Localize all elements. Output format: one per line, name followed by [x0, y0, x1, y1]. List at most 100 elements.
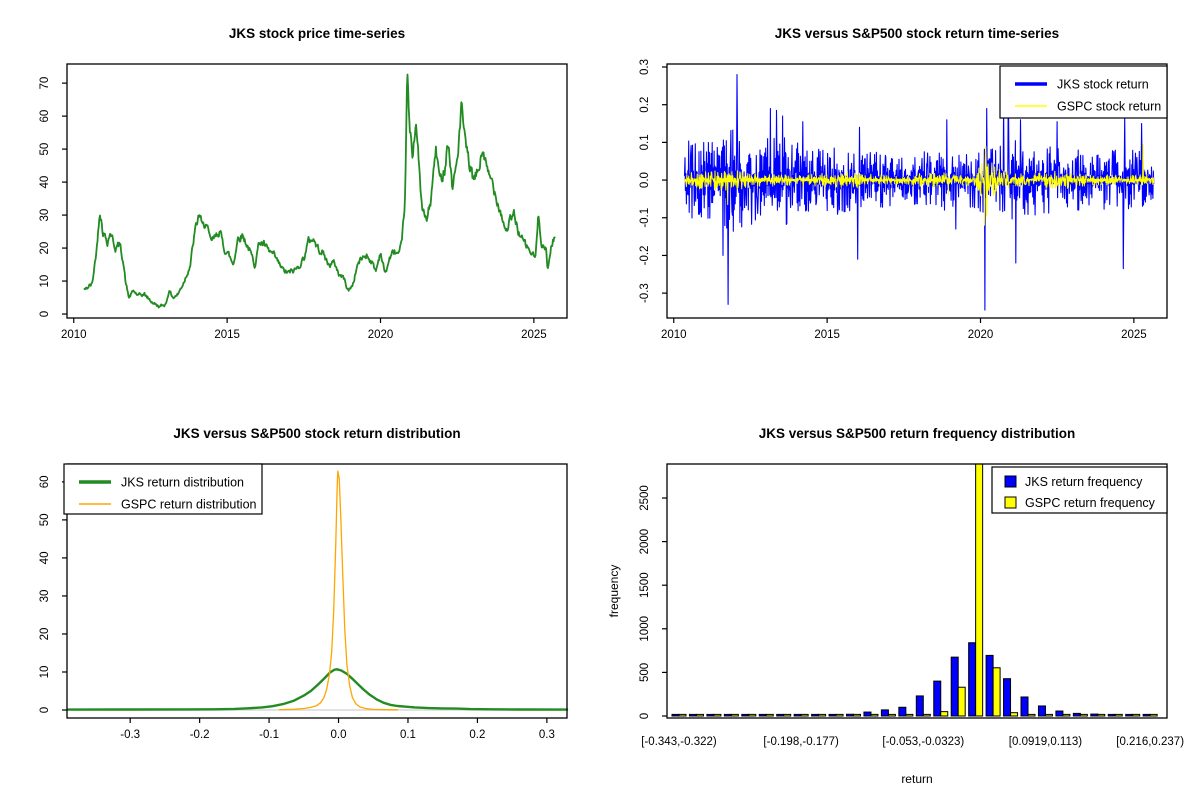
x-tick-label: 2025 — [1121, 329, 1147, 341]
x-tick-label: 2015 — [814, 329, 840, 341]
chart-title: JKS versus S&P500 stock return distribut… — [173, 426, 460, 441]
jks-frequency-bar — [950, 656, 959, 717]
gspc-frequency-bar — [1062, 713, 1071, 717]
gspc-frequency-bar — [905, 713, 914, 717]
jks-frequency-bar — [688, 713, 697, 717]
jks-frequency-bar — [898, 706, 907, 717]
panel-histogram-chart: JKS versus S&P500 return frequency distr… — [600, 400, 1200, 800]
gspc-frequency-bar — [1044, 713, 1053, 717]
jks-frequency-bar — [758, 713, 767, 717]
y-tick-label: 2000 — [639, 529, 651, 555]
gspc-frequency-bar — [1027, 713, 1036, 717]
jks-frequency-bar — [1142, 713, 1151, 717]
y-tick-label: 0.1 — [639, 134, 651, 150]
x-tick-label: 2025 — [521, 329, 547, 341]
density-chart: JKS versus S&P500 stock return distribut… — [39, 426, 569, 741]
y-tick-label: 50 — [39, 513, 51, 526]
jks-frequency-bar — [1125, 713, 1134, 717]
y-tick-label: 40 — [39, 552, 51, 565]
panel-density-chart: JKS versus S&P500 stock return distribut… — [0, 400, 600, 800]
y-tick-label: 0.3 — [639, 59, 651, 75]
gspc-frequency-bar — [730, 713, 739, 717]
legend-swatch — [1004, 496, 1017, 509]
x-tick-label: -0.2 — [190, 729, 210, 741]
legend-label: JKS return frequency — [1025, 475, 1143, 489]
gspc-frequency-bar — [1010, 712, 1019, 717]
legend-swatch — [1004, 475, 1017, 488]
jks-frequency-bar — [828, 713, 837, 717]
y-tick-label: -0.2 — [639, 246, 651, 266]
panel-returns-chart: JKS versus S&P500 stock return time-seri… — [600, 0, 1200, 400]
jks-frequency-bar — [933, 680, 942, 717]
jks-frequency-bar — [1003, 678, 1012, 717]
jks-frequency-bar — [1107, 713, 1116, 717]
legend-box — [991, 466, 1168, 514]
gspc-frequency-bar — [678, 713, 687, 717]
plot-box — [66, 63, 568, 319]
y-tick-label: 500 — [639, 663, 651, 682]
gspc-density-curve — [278, 470, 399, 711]
gspc-frequency-bar — [1079, 713, 1088, 717]
bin-label: [-0.343,-0.322) — [641, 736, 717, 748]
x-tick-label: -0.1 — [259, 729, 279, 741]
y-tick-label: 30 — [39, 209, 51, 222]
jks-frequency-bar — [776, 713, 785, 717]
y-tick-label: 10 — [39, 666, 51, 679]
jks-frequency-bar — [968, 642, 977, 717]
gspc-frequency-bar — [1097, 713, 1106, 717]
y-tick-label: 10 — [39, 275, 51, 288]
jks-frequency-bar — [671, 713, 680, 717]
gspc-frequency-bar — [818, 713, 827, 717]
y-tick-label: 1500 — [639, 572, 651, 598]
y-tick-label: -0.1 — [639, 208, 651, 228]
y-tick-label: 50 — [39, 143, 51, 156]
gspc-frequency-bar — [835, 713, 844, 717]
legend-label: JKS return distribution — [121, 476, 244, 490]
legend-label: JKS stock return — [1057, 78, 1149, 92]
jks-frequency-bar — [1090, 713, 1099, 717]
x-axis-title: return — [901, 772, 932, 786]
jks-frequency-bar — [846, 713, 854, 717]
x-tick-label: 0.3 — [539, 729, 555, 741]
gspc-frequency-bar — [695, 713, 704, 717]
gspc-frequency-bar — [957, 686, 966, 717]
y-tick-label: 0 — [39, 707, 51, 713]
gspc-frequency-bar — [870, 713, 879, 717]
x-tick-label: 2020 — [368, 329, 394, 341]
bin-label: [-0.198,-0.177) — [763, 736, 839, 748]
gspc-frequency-bar — [765, 713, 774, 717]
legend-label: GSPC return frequency — [1025, 496, 1156, 510]
x-tick-label: 2010 — [61, 329, 87, 341]
x-tick-label: 0.2 — [469, 729, 485, 741]
y-tick-label: 20 — [39, 628, 51, 641]
gspc-frequency-bar — [800, 713, 809, 717]
jks-frequency-bar — [1037, 705, 1046, 717]
gspc-frequency-bar — [783, 713, 792, 717]
x-tick-label: 0.0 — [331, 729, 347, 741]
gspc-frequency-bar — [992, 667, 1001, 717]
jks-frequency-bar — [706, 713, 715, 717]
jks-frequency-bar — [863, 711, 872, 717]
gspc-frequency-bar — [940, 711, 949, 717]
chart-title: JKS versus S&P500 stock return time-seri… — [775, 26, 1059, 41]
y-tick-label: 0.0 — [639, 172, 651, 188]
legend-label: GSPC stock return — [1057, 100, 1161, 114]
y-tick-label: 2500 — [639, 485, 651, 511]
jks-frequency-bar — [1020, 696, 1029, 717]
gspc-frequency-bar — [922, 713, 931, 717]
y-tick-label: 70 — [39, 77, 51, 90]
jks-frequency-bar — [880, 709, 889, 717]
y-tick-label: 40 — [39, 176, 51, 189]
jks-frequency-bar — [723, 713, 732, 717]
gspc-frequency-bar — [975, 463, 984, 717]
bin-label: [0.0919,0.113) — [1009, 736, 1082, 748]
gspc-frequency-bar — [1114, 713, 1123, 717]
jks-frequency-bar — [1055, 710, 1064, 717]
gspc-return-series — [684, 143, 1155, 226]
y-tick-label: -0.3 — [639, 283, 651, 303]
returns-chart: JKS versus S&P500 stock return time-seri… — [639, 26, 1168, 341]
panel-price-chart: JKS stock price time-series 2010 2015 2020 2… — [0, 0, 600, 400]
y-axis-title: frequency — [607, 565, 621, 618]
jks-price-line — [83, 73, 556, 309]
